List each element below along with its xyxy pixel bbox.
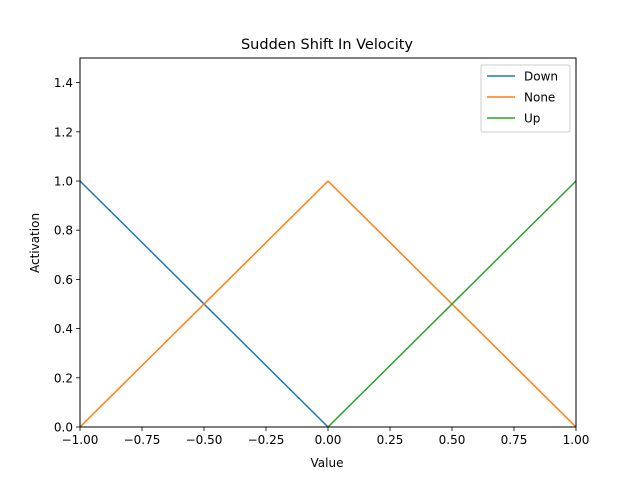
y-tick-label: 1.4: [54, 76, 73, 90]
x-axis-label: Value: [311, 456, 344, 470]
series-line-none: [79, 180, 577, 428]
legend-label-down: Down: [524, 70, 558, 84]
x-tick-label: 1.00: [563, 433, 590, 447]
series-layer: [79, 180, 577, 428]
legend: Down None Up: [480, 64, 571, 133]
legend-box: [480, 64, 571, 133]
x-tick-label: −0.50: [186, 433, 223, 447]
y-tick-label: 0.0: [54, 421, 73, 435]
series-line-up: [327, 180, 577, 428]
ticks-layer: −1.00 −0.75 −0.50 −0.25 0.00 0.25 0.50 0.75 1.00…: [54, 76, 589, 447]
x-tick-label: −1.00: [62, 433, 99, 447]
x-tick-label: 0.50: [439, 433, 466, 447]
y-tick-label: 1.2: [54, 125, 73, 139]
chart-title: Sudden Shift In Velocity: [241, 37, 413, 53]
legend-label-none: None: [524, 91, 555, 105]
x-tick-label: 0.00: [315, 433, 342, 447]
legend-label-up: Up: [524, 112, 540, 126]
y-tick-label: 0.4: [54, 322, 73, 336]
y-tick-label: 1.0: [54, 175, 73, 189]
y-tick-label: 0.6: [54, 273, 73, 287]
y-tick-label: 0.8: [54, 224, 73, 238]
x-tick-label: 0.25: [377, 433, 404, 447]
x-tick-label: 0.75: [501, 433, 528, 447]
x-tick-label: −0.25: [248, 433, 285, 447]
y-axis-label: Activation: [28, 213, 42, 273]
y-tick-label: 0.2: [54, 371, 73, 385]
x-tick-label: −0.75: [124, 433, 161, 447]
